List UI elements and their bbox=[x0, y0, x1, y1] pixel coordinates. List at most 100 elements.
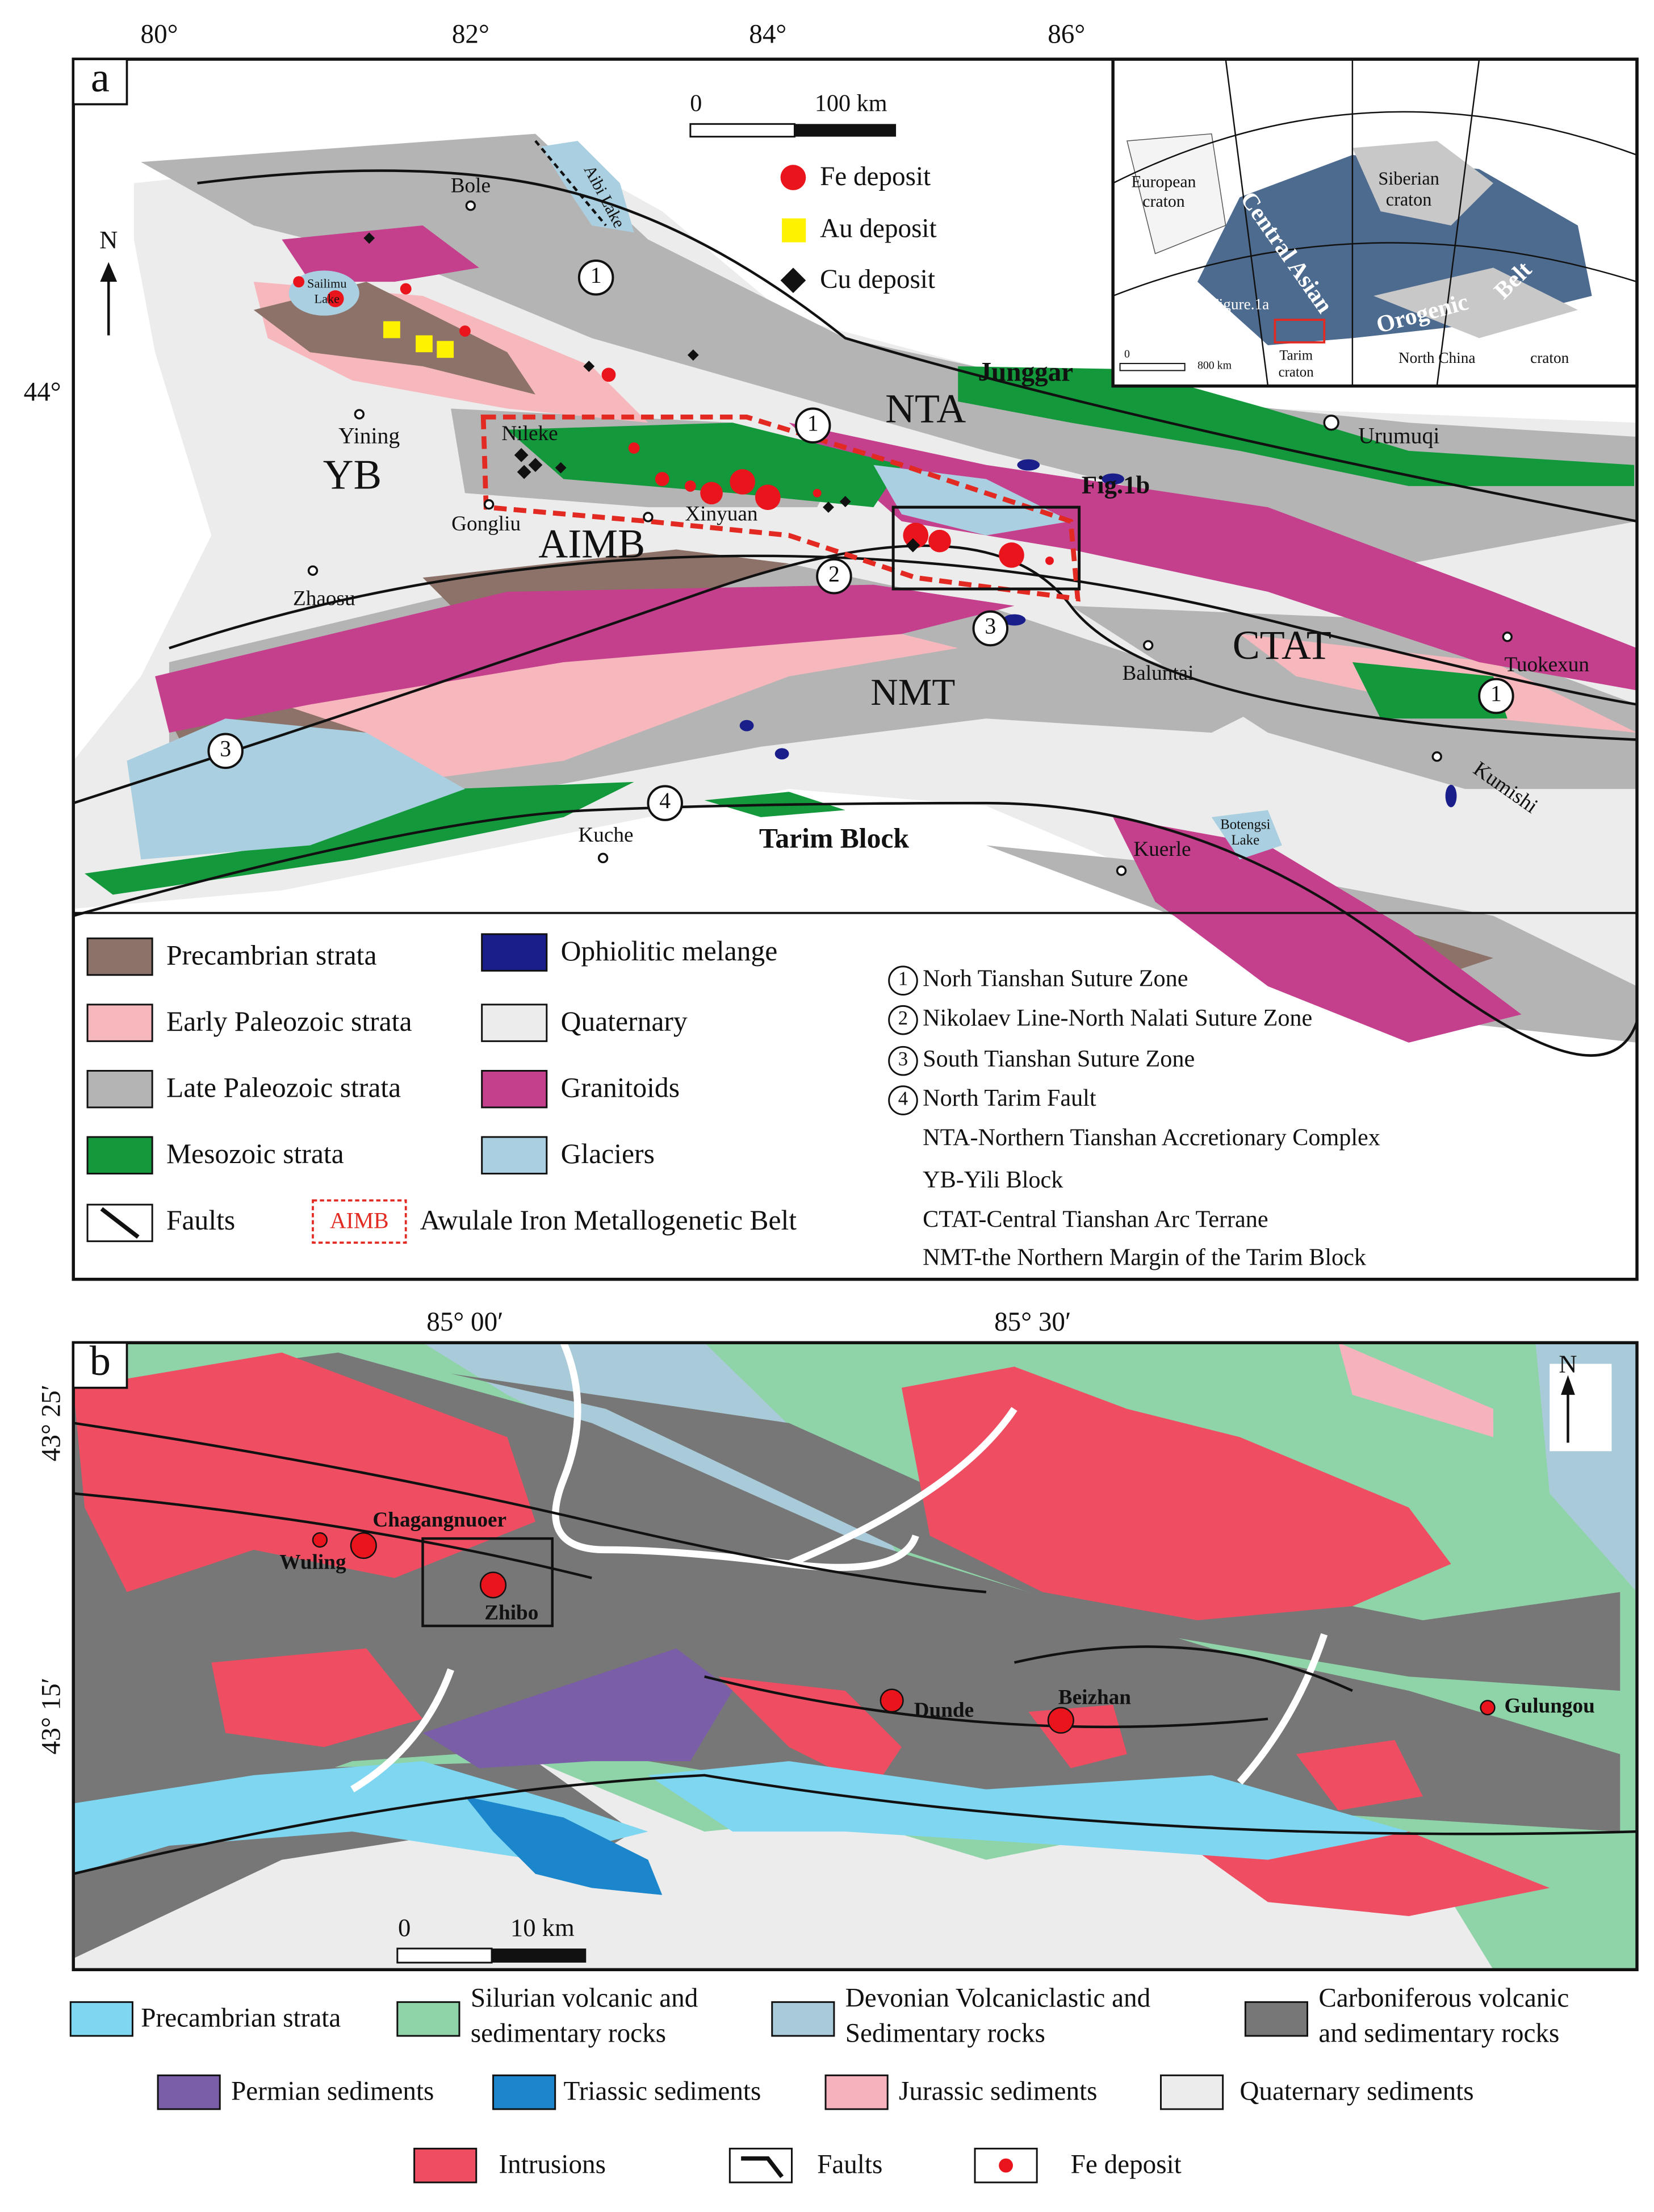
labels: Figure.1a bbox=[1211, 296, 1270, 313]
map-rect bbox=[771, 2001, 835, 2037]
lon-ticks: 84° bbox=[749, 19, 786, 49]
map-rect bbox=[86, 937, 153, 976]
places: Wuling bbox=[279, 1550, 346, 1574]
places: Chagangnuoer bbox=[372, 1508, 506, 1532]
map-circle bbox=[1047, 1707, 1074, 1734]
abbreviations: CTAT-Central Tianshan Arc Terrane bbox=[923, 1206, 1268, 1233]
places: Nileke bbox=[501, 422, 558, 445]
map-rect bbox=[1550, 1364, 1612, 1452]
map-polygon bbox=[1352, 141, 1493, 225]
map-circle bbox=[479, 1571, 507, 1599]
map-rect bbox=[437, 341, 454, 358]
map-path bbox=[169, 554, 1638, 706]
map-circle bbox=[816, 558, 852, 595]
map-polygon bbox=[422, 1648, 733, 1768]
map-rect bbox=[1274, 319, 1326, 344]
suture-numbers: 2 bbox=[828, 562, 840, 587]
map-circle bbox=[1431, 751, 1442, 762]
map-rect bbox=[86, 1003, 153, 1042]
suture-numbers: 3 bbox=[898, 1048, 908, 1070]
legend: Mesozoic strata bbox=[166, 1138, 344, 1169]
map-polygon bbox=[73, 1352, 535, 1592]
suture-numbers: 4 bbox=[898, 1088, 908, 1110]
map-circle bbox=[928, 529, 951, 553]
legend: and sedimentary rocks bbox=[1318, 2019, 1559, 2048]
map-circle bbox=[597, 852, 609, 864]
map-polygon bbox=[85, 781, 634, 895]
map-circle bbox=[354, 409, 365, 420]
legend: Granitoids bbox=[561, 1072, 680, 1103]
map-circle bbox=[459, 325, 471, 337]
map-circle bbox=[794, 407, 831, 444]
legend: Faults bbox=[166, 1205, 235, 1236]
places: Zhaosu bbox=[293, 587, 355, 610]
label: b bbox=[90, 1338, 111, 1385]
label: a bbox=[91, 55, 110, 101]
suture-numbers: 2 bbox=[898, 1007, 908, 1029]
legend: Early Paleozoic strata bbox=[166, 1006, 412, 1037]
legend-aimb-box: AIMB bbox=[330, 1209, 389, 1233]
map-ellipse bbox=[1017, 459, 1040, 471]
abbreviations: NTA-Northern Tianshan Accretionary Compl… bbox=[923, 1124, 1380, 1151]
map-rect bbox=[72, 58, 128, 106]
labels: North China bbox=[1398, 349, 1476, 366]
map-path bbox=[1112, 59, 1638, 386]
map-path bbox=[555, 462, 567, 474]
legend: Precambrian strata bbox=[166, 939, 377, 971]
map-path bbox=[73, 544, 1638, 805]
map-circle bbox=[1045, 556, 1054, 565]
map-layer bbox=[69, 1341, 1639, 2184]
map-circle bbox=[655, 472, 669, 486]
lat-ticks: 43° 25′ bbox=[36, 1385, 66, 1461]
suture-numbers: 3 bbox=[220, 736, 231, 761]
map-circle bbox=[1142, 640, 1154, 651]
labels: craton bbox=[1142, 192, 1184, 211]
north: N bbox=[99, 225, 118, 254]
map-rect bbox=[689, 123, 795, 138]
places: Bole bbox=[451, 174, 491, 198]
legend: Devonian Volcaniclastic and bbox=[845, 1984, 1150, 2013]
map-circle bbox=[880, 1688, 904, 1713]
map-ellipse bbox=[739, 720, 754, 731]
map-ellipse bbox=[1003, 614, 1026, 626]
map-circle bbox=[400, 283, 412, 295]
map-circle bbox=[577, 259, 614, 296]
map-rect bbox=[481, 933, 548, 972]
legend: Silurian volcanic and bbox=[471, 1984, 698, 2013]
scale-end: 800 km bbox=[1197, 359, 1232, 372]
map-polygon bbox=[718, 1676, 902, 1789]
places: Kuche bbox=[578, 823, 633, 847]
map-circle bbox=[813, 488, 822, 497]
places: Botengsi bbox=[1220, 817, 1270, 832]
deposit-legend: Cu deposit bbox=[820, 265, 935, 294]
notes: Nikolaev Line-North Nalati Suture Zone bbox=[923, 1005, 1312, 1031]
map-polygon bbox=[282, 225, 479, 282]
map-rect bbox=[421, 1537, 554, 1628]
map-circle bbox=[483, 499, 495, 510]
map-rect bbox=[824, 2074, 889, 2110]
map-polygon bbox=[1352, 662, 1508, 719]
map-rect bbox=[481, 1069, 548, 1109]
units: Fig.1b bbox=[1082, 471, 1150, 499]
map-polygon bbox=[155, 584, 1015, 733]
start: 0 bbox=[398, 1913, 411, 1942]
map-circle bbox=[888, 965, 918, 996]
deposit-legend: Au deposit bbox=[820, 214, 937, 244]
map-rect bbox=[492, 2074, 556, 2110]
map-rect bbox=[1244, 2001, 1308, 2037]
places: Xinyuan bbox=[685, 503, 758, 526]
map-polygon bbox=[73, 1761, 648, 1874]
map-rect bbox=[481, 1136, 548, 1175]
map-circle bbox=[307, 565, 319, 576]
north: N bbox=[1559, 1350, 1577, 1378]
legend: Glaciers bbox=[561, 1138, 655, 1169]
map-polygon bbox=[507, 423, 902, 508]
units: Junggar bbox=[978, 358, 1074, 387]
map-polygon bbox=[1113, 817, 1522, 1043]
map-rect bbox=[1119, 363, 1186, 371]
deposit-legend: Fe deposit bbox=[820, 162, 931, 191]
map-circle bbox=[903, 522, 929, 549]
lat-ticks: 44° bbox=[24, 377, 61, 407]
units: NMT bbox=[870, 671, 955, 713]
map-path bbox=[100, 262, 118, 282]
